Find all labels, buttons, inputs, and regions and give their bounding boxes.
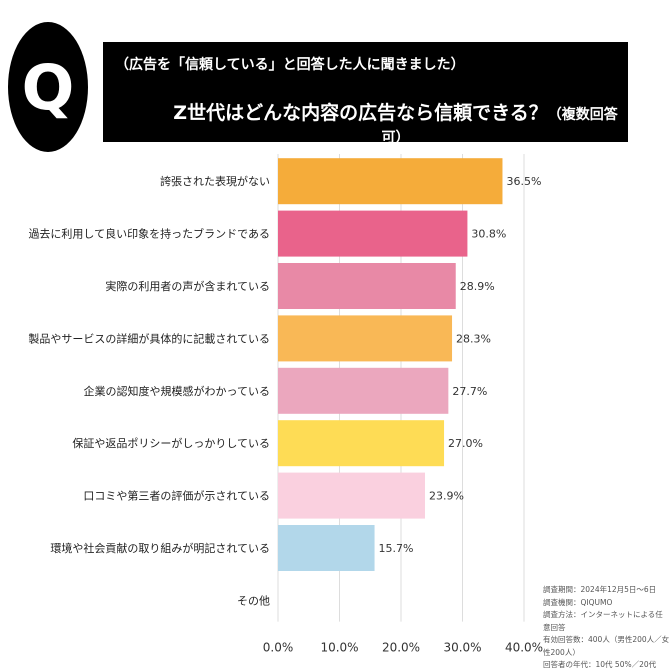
data-label: 30.8% xyxy=(471,228,506,241)
bar xyxy=(278,472,425,519)
category-label: 過去に利用して良い印象を持ったブランドである xyxy=(28,227,270,241)
category-label: 口コミや第三者の評価が示されている xyxy=(83,489,270,503)
x-tick-label: 20.0% xyxy=(382,641,420,655)
title-note: （複数回答可） xyxy=(381,107,618,146)
category-label: その他 xyxy=(237,594,270,607)
q-badge: Q xyxy=(8,22,88,152)
note: 回答者の年代：10代 50%／20代 50% xyxy=(543,660,657,669)
bar xyxy=(278,210,468,257)
data-label: 36.5% xyxy=(506,175,541,188)
data-label: 28.9% xyxy=(460,280,495,293)
bar xyxy=(278,158,503,205)
bar xyxy=(278,367,449,414)
bar xyxy=(278,263,456,309)
survey-notes: 調査期間：2024年12月5日〜6日 調査機関：QIQUMO 調査方法：インター… xyxy=(543,584,670,670)
data-label: 28.3% xyxy=(456,332,491,345)
x-tick-label: 30.0% xyxy=(443,641,481,655)
x-tick-label: 10.0% xyxy=(320,641,358,655)
note: 調査期間：2024年12月5日〜6日 xyxy=(543,585,657,594)
x-tick-label: 0.0% xyxy=(263,641,294,655)
title: Z世代はどんな内容の広告なら信頼できる？ xyxy=(173,102,548,124)
data-label: 27.7% xyxy=(452,385,487,398)
bar xyxy=(278,525,375,571)
x-tick-label: 40.0% xyxy=(505,641,543,655)
category-label: 企業の認知度や規模感がわかっている xyxy=(84,384,270,398)
data-label: 23.9% xyxy=(429,490,464,503)
note: 有効回答数：400人（男性200人／女性200人） xyxy=(543,635,670,657)
data-label: 27.0% xyxy=(448,437,483,450)
subtitle: （広告を「信頼している」と回答した人に聞きました） xyxy=(115,57,465,73)
category-label: 製品やサービスの詳細が具体的に記載されている xyxy=(28,331,270,345)
data-label: 15.7% xyxy=(379,542,414,555)
category-label: 環境や社会貢献の取り組みが明記されている xyxy=(50,541,270,555)
note: 調査方法：インターネットによる任意回答 xyxy=(543,610,663,632)
bar xyxy=(278,420,445,467)
bar xyxy=(278,315,453,362)
title-row: Z世代はどんな内容の広告なら信頼できる？（複数回答可） xyxy=(103,98,628,147)
category-label: 誇張された表現がない xyxy=(160,174,270,188)
header-box: （広告を「信頼している」と回答した人に聞きました） Z世代はどんな内容の広告なら… xyxy=(103,42,628,146)
category-label: 実際の利用者の声が含まれている xyxy=(105,279,270,293)
note: 調査機関：QIQUMO xyxy=(543,597,613,607)
category-label: 保証や返品ポリシーがしっかりしている xyxy=(72,436,270,450)
